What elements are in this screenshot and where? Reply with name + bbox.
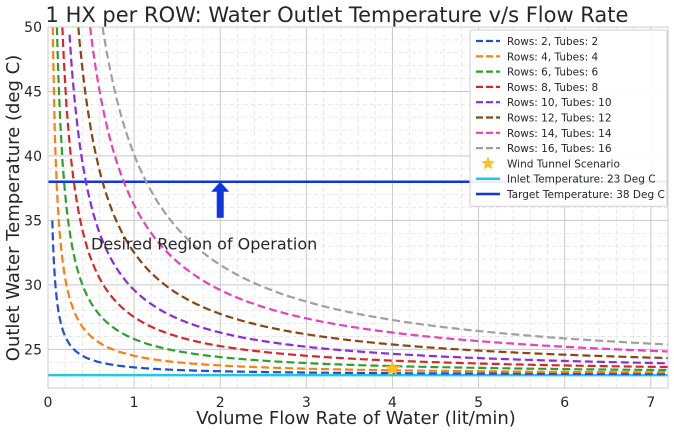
plot-frame (47, 26, 669, 389)
x-tick-label: 3 (302, 395, 311, 411)
legend-box (469, 29, 668, 207)
arrow-head (211, 181, 230, 192)
y-tick-label: 30 (24, 278, 42, 294)
y-tick-label: 40 (24, 149, 42, 165)
chart-title: 1 HX per ROW: Water Outlet Temperature v… (46, 3, 629, 27)
legend-label: Rows: 10, Tubes: 10 (507, 97, 612, 109)
series-line (101, 26, 669, 346)
series-line (77, 26, 669, 360)
x-tick-label: 2 (216, 395, 225, 411)
legend-label: Rows: 16, Tubes: 16 (507, 143, 612, 155)
x-axis-label: Volume Flow Rate of Water (lit/min) (196, 408, 516, 429)
x-tick-label: 5 (474, 395, 483, 411)
series-line (55, 26, 668, 372)
series-group (51, 26, 669, 376)
x-tick-label: 7 (646, 395, 655, 411)
legend-label: Rows: 14, Tubes: 14 (507, 128, 612, 140)
legend-label: Rows: 8, Tubes: 8 (507, 82, 598, 94)
x-tick-label: 1 (130, 395, 139, 411)
arrow-shaft (216, 189, 224, 218)
legend-label: Target Temperature: 38 Deg C (506, 189, 665, 201)
x-tick-label: 6 (560, 395, 569, 411)
x-axis-ticks: 0 1 2 3 4 5 6 7 (44, 395, 656, 411)
y-tick-label: 35 (24, 213, 42, 229)
y-axis-ticks: 25 30 35 40 45 50 (24, 20, 42, 358)
legend-label: Rows: 6, Tubes: 6 (507, 67, 598, 79)
y-tick-label: 25 (24, 342, 42, 358)
series-line (51, 220, 668, 376)
legend-label: Rows: 12, Tubes: 12 (507, 113, 612, 125)
x-tick-label: 4 (388, 395, 397, 411)
legend: Rows: 2, Tubes: 2 Rows: 4, Tubes: 4 Rows: … (469, 29, 668, 207)
series-line (51, 26, 668, 374)
y-tick-label: 45 (24, 84, 42, 100)
legend-star-swatch (481, 156, 495, 170)
x-tick-label: 0 (44, 395, 53, 411)
series-line (89, 26, 669, 353)
legend-label: Wind Tunnel Scenario (507, 158, 620, 170)
y-tick-label: 50 (24, 20, 42, 36)
markers: Desired Region of Operation (91, 181, 401, 376)
scenario-star (384, 360, 401, 376)
series-line (68, 34, 669, 365)
legend-label: Rows: 2, Tubes: 2 (507, 36, 598, 48)
legend-label: Rows: 4, Tubes: 4 (507, 51, 598, 63)
legend-label: Inlet Temperature: 23 Deg C (507, 174, 656, 186)
annotation-text: Desired Region of Operation (91, 235, 317, 254)
y-axis-label: Outlet Water Temperature (deg C) (3, 55, 24, 361)
